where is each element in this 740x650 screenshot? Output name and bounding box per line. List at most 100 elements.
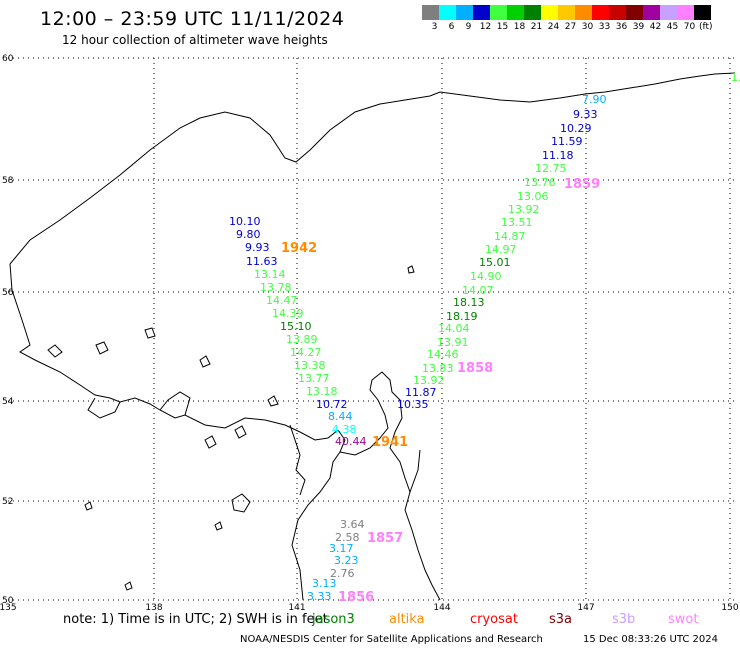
scale-swatch [507,5,524,20]
scale-swatch [473,5,490,20]
wave-height-value: 7.90 [582,93,607,106]
track-time-label: 1856 [338,590,374,605]
islet-11 [407,265,415,274]
scale-label: 21 [530,22,543,32]
wave-height-value: 14.46 [427,348,459,361]
wave-height-value: 10.72 [316,398,348,411]
gulf-shape [159,391,191,416]
longitude-label: 150 [721,603,738,613]
islet-6 [234,425,247,439]
track-time-label: 1942 [281,241,317,256]
wave-height-value: 13.92 [508,203,540,216]
islet-3 [144,327,156,339]
wave-height-value: 11.59 [551,135,583,148]
scale-label: 39 [632,22,645,32]
wave-height-value: 13.91 [437,336,469,349]
scale-label: 36 [615,22,628,32]
scale-swatch [575,5,592,20]
islet-1 [47,344,63,358]
wave-height-value: 13.89 [286,333,318,346]
wave-height-value: 2.58 [335,531,360,544]
wave-height-value: 4.38 [332,423,357,436]
scale-swatch [592,5,609,20]
scale-swatch [660,5,677,20]
wave-height-value: 18.13 [453,296,485,309]
scale-label: 70 [683,22,696,32]
latitude-label: 50 [2,596,14,606]
wave-height-value: 14.07 [462,284,494,297]
wave-height-value: 9.80 [236,228,261,241]
wave-height-value: 11.63 [246,255,278,268]
islet-5 [204,435,217,449]
islet-9 [214,521,223,531]
sakhalin-west-coast [291,429,346,601]
track-time-labels: 1942 1941 1859 1858 1857 1856 [281,177,600,605]
satellite-legend-item: swot [668,612,699,627]
wave-height-value: 12.75 [535,162,567,175]
scale-swatch [558,5,575,20]
scale-label: 33 [598,22,611,32]
islet-2 [95,341,109,355]
track-time-label: 1859 [564,177,600,192]
scale-label: 3 [431,22,438,32]
satellite-legend-item: altika [389,612,425,627]
scale-label: 30 [581,22,594,32]
latitude-label: 58 [2,176,14,186]
bay-shape [87,397,121,419]
longitude-label: 144 [433,603,450,613]
wave-height-value: 18.19 [446,310,478,323]
scale-label: 27 [564,22,577,32]
track-time-label: 1857 [367,531,403,546]
wave-height-value: 14.97 [485,243,517,256]
islet-8 [84,501,93,511]
page-title: 12:00 – 23:59 UTC 11/11/2024 [40,8,345,30]
scale-swatch [694,5,711,20]
wave-height-value: 3.23 [334,554,359,567]
scale-label: 24 [547,22,560,32]
wave-height-value: 3.64 [340,518,365,531]
okhotsk-north-coast [9,72,736,265]
wave-height-value: 9.93 [245,241,270,254]
wave-height-value: 11.87 [405,386,437,399]
satellite-legend-item: cryosat [470,612,518,627]
wave-height-value: 15.01 [479,256,511,269]
scale-label: 9 [465,22,472,32]
islet-12 [267,395,279,407]
islet-4 [199,355,211,368]
scale-swatch [439,5,456,20]
track-time-label: 1858 [457,361,493,376]
wave-height-value: 14.47 [266,294,298,307]
scale-label: 6 [448,22,455,32]
wave-height-value: 14.39 [272,307,304,320]
scale-label: 12 [479,22,492,32]
wave-height-value: 14.04 [438,322,470,335]
longitude-label: 138 [145,603,162,613]
wave-height-value: 13.06 [517,190,549,203]
satellite-legend-item: s3b [612,612,636,627]
coastline [9,72,736,601]
scale-label: 42 [649,22,662,32]
wave-height-value: 14.27 [290,346,322,359]
satellite-legend-item: jason3 [312,612,355,627]
graticule [8,57,735,601]
scale-label: 45 [666,22,679,32]
wave-height-value: 9.33 [573,108,598,121]
wave-height-value: 13.78 [260,281,292,294]
islet-10 [124,581,133,591]
wave-height-value: 11.18 [542,149,574,162]
latitude-label: 56 [2,288,14,298]
track-time-label: 1941 [372,435,408,450]
scale-swatch [422,5,439,20]
wave-height-value: 13.77 [298,372,330,385]
wave-height-value: 2.76 [330,567,355,580]
wave-height-value: 13.38 [294,359,326,372]
scale-unit: (ft) [699,22,713,32]
wave-height-value: 1. [731,71,740,84]
wave-height-value: 40.44 [335,435,367,448]
scale-swatch [490,5,507,20]
wave-height-value: 13.14 [254,268,286,281]
wave-height-value: 3.13 [312,577,337,590]
scale-label: 15 [496,22,509,32]
credit-line: NOAA/NESDIS Center for Satellite Applica… [240,634,543,645]
